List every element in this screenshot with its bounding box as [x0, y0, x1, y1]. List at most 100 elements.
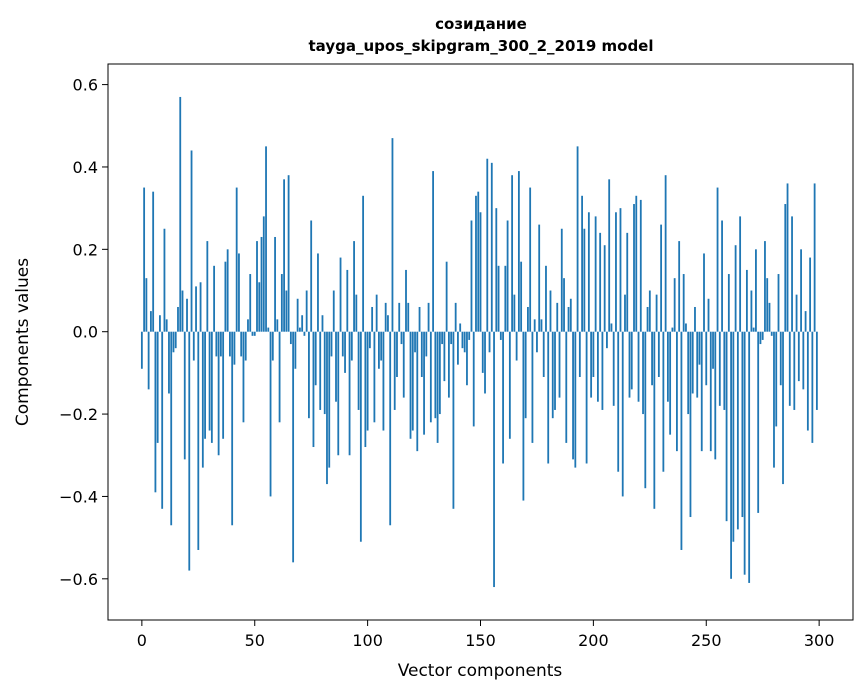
bar-178 [542, 331, 545, 377]
bar-275 [761, 331, 764, 340]
bar-126 [425, 331, 428, 357]
bar-90 [344, 331, 346, 373]
bar-60 [276, 319, 279, 332]
bar-239 [680, 331, 683, 550]
bar-285 [784, 204, 787, 332]
bar-8 [159, 315, 161, 332]
bar-100 [366, 331, 369, 431]
bar-61 [278, 331, 281, 423]
bar-195 [581, 195, 583, 332]
bar-142 [461, 331, 464, 349]
bar-237 [676, 331, 678, 452]
bar-226 [651, 331, 653, 386]
bar-164 [511, 175, 514, 332]
bar-6 [154, 331, 157, 493]
bar-132 [438, 331, 441, 415]
bar-36 [222, 331, 225, 439]
bar-230 [660, 224, 663, 332]
bar-224 [646, 306, 649, 332]
bar-101 [368, 331, 371, 349]
bar-70 [298, 327, 301, 332]
bar-9 [161, 331, 164, 509]
bar-91 [346, 269, 349, 332]
bar-17 [179, 96, 182, 332]
bar-172 [529, 187, 532, 332]
bar-199 [590, 331, 593, 398]
bar-278 [768, 302, 771, 332]
bar-42 [235, 187, 238, 332]
bar-261 [730, 331, 732, 579]
bar-271 [752, 327, 755, 332]
bar-175 [536, 331, 538, 353]
bar-253 [712, 331, 714, 369]
bar-31 [210, 331, 213, 443]
bar-155 [490, 162, 493, 332]
bar-283 [779, 331, 782, 386]
bar-75 [310, 220, 313, 332]
bar-14 [172, 331, 175, 353]
bar-212 [619, 208, 622, 332]
bar-147 [472, 331, 475, 427]
x-tick-label-0: 0 [137, 631, 147, 650]
bar-124 [420, 331, 423, 377]
bar-157 [495, 208, 498, 332]
bar-73 [305, 290, 308, 332]
bar-22 [190, 150, 193, 332]
bar-218 [633, 204, 635, 332]
chart-subtitle: tayga_upos_skipgram_300_2_2019 model [309, 37, 654, 55]
bar-169 [522, 331, 525, 501]
bar-208 [610, 323, 613, 332]
y-tick-label-1: −0.4 [59, 487, 98, 506]
bar-40 [231, 331, 234, 526]
bar-180 [547, 331, 550, 464]
bar-240 [682, 274, 685, 332]
bar-43 [238, 253, 240, 332]
bar-16 [177, 306, 179, 332]
bar-12 [168, 331, 170, 394]
x-tick-label-50: 50 [245, 631, 265, 650]
bar-23 [192, 331, 195, 361]
bar-55 [265, 146, 267, 332]
bar-211 [617, 331, 620, 472]
x-tick-label-200: 200 [578, 631, 609, 650]
bar-77 [314, 331, 317, 386]
bar-35 [219, 331, 222, 357]
bar-137 [450, 331, 453, 345]
bar-110 [389, 331, 392, 526]
bar-97 [359, 331, 362, 542]
bar-290 [795, 294, 798, 332]
bar-267 [743, 331, 746, 575]
bar-191 [572, 331, 574, 460]
bar-28 [204, 331, 206, 439]
bar-187 [563, 278, 565, 332]
bar-129 [432, 171, 434, 332]
bar-298 [813, 183, 816, 332]
bar-232 [664, 175, 667, 332]
bar-52 [258, 282, 261, 332]
bar-213 [621, 331, 624, 497]
bar-170 [524, 331, 527, 419]
bar-210 [615, 212, 617, 332]
bar-32 [213, 265, 216, 332]
bar-85 [332, 290, 335, 332]
bar-250 [705, 331, 708, 386]
bar-280 [773, 331, 775, 468]
bar-139 [454, 302, 457, 332]
bar-96 [357, 331, 360, 410]
bar-15 [174, 331, 177, 349]
bar-78 [317, 253, 319, 332]
bar-286 [786, 183, 789, 332]
bar-158 [497, 265, 500, 332]
bar-11 [165, 319, 168, 332]
bar-128 [429, 331, 432, 423]
bar-95 [355, 294, 358, 332]
bar-102 [371, 306, 374, 332]
bar-1 [143, 187, 146, 332]
bar-291 [797, 331, 800, 382]
bar-231 [662, 331, 665, 472]
bar-243 [689, 331, 692, 518]
bar-116 [402, 331, 405, 398]
bar-162 [506, 220, 509, 332]
x-axis-label: Vector components [398, 661, 563, 681]
